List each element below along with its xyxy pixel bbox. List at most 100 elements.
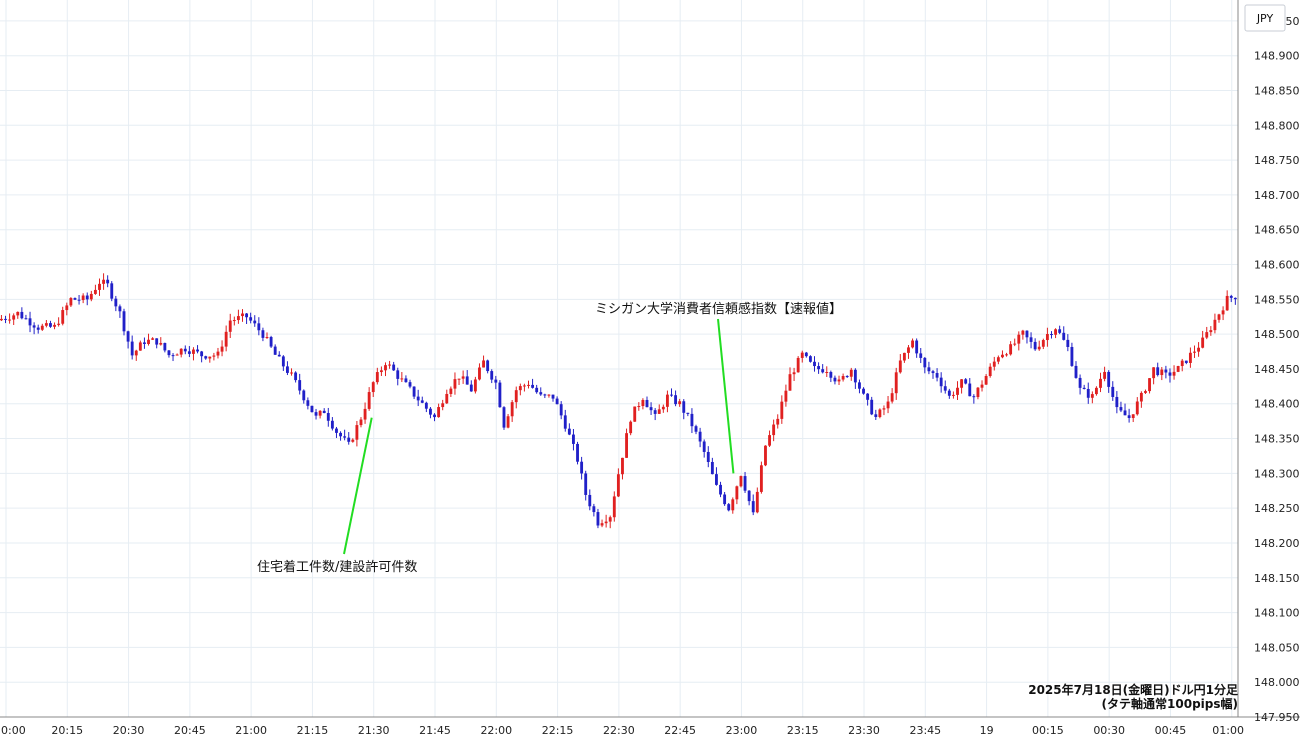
candle-body: [1160, 369, 1164, 376]
candle-body: [531, 384, 535, 388]
candle-body: [122, 311, 126, 332]
candle-body: [527, 384, 530, 386]
candle-body: [138, 342, 142, 351]
candle-body: [837, 379, 841, 382]
x-tick-label: 21:45: [419, 724, 451, 737]
candle-body: [817, 366, 821, 370]
y-tick-label: 148.650: [1254, 224, 1300, 237]
candle-body: [306, 400, 310, 406]
candle-body: [522, 385, 526, 387]
currency-box[interactable]: JPY: [1244, 4, 1286, 32]
x-tick-label: 21:15: [297, 724, 329, 737]
candle-body: [1111, 386, 1115, 397]
y-tick-label: 148.600: [1254, 259, 1300, 272]
x-tick-label: 20:45: [174, 724, 206, 737]
candle-body: [698, 431, 702, 442]
candle-body: [678, 401, 682, 405]
chart-caption-line-2: (タテ軸通常100pips幅): [1102, 696, 1238, 711]
candle-body: [665, 394, 669, 407]
candle-body: [943, 386, 947, 391]
candle-body: [416, 396, 420, 401]
candle-body: [702, 441, 706, 452]
candle-body: [44, 323, 48, 326]
candle-body: [379, 370, 383, 373]
candle-body: [1074, 365, 1078, 378]
x-tick-label: 01:00: [1212, 724, 1244, 737]
candle-body: [547, 394, 551, 396]
candle-body: [670, 394, 673, 396]
candle-body: [902, 352, 906, 361]
candle-body: [1021, 330, 1025, 335]
y-tick-label: 148.700: [1254, 189, 1300, 202]
candle-body: [1209, 330, 1213, 333]
candle-body: [290, 372, 293, 374]
x-tick-label: 22:15: [542, 724, 574, 737]
annotation-line-housing: [343, 417, 373, 555]
candle-body: [16, 311, 20, 316]
candle-body: [269, 336, 273, 347]
candle-body: [445, 393, 449, 404]
candle-body: [535, 387, 539, 393]
candle-body: [212, 355, 216, 357]
candle-body: [326, 413, 330, 421]
candle-body: [265, 336, 269, 338]
candle-body: [1090, 394, 1094, 398]
candle-body: [412, 386, 416, 397]
candle-body: [608, 517, 612, 522]
candle-body: [661, 406, 665, 410]
x-tick-label: 22:30: [603, 724, 635, 737]
candle-body: [845, 376, 849, 378]
x-tick-label: 23:45: [909, 724, 941, 737]
y-tick-label: 148.450: [1254, 363, 1300, 376]
candle-body: [649, 407, 653, 411]
candle-body: [183, 348, 187, 352]
candle-body: [106, 279, 110, 284]
candle-body: [682, 401, 686, 413]
candle-body: [743, 476, 747, 491]
y-tick-label: 148.300: [1254, 467, 1300, 480]
candle-body: [330, 420, 334, 429]
candle-body: [715, 474, 718, 485]
candle-body: [461, 376, 465, 379]
currency-label: JPY: [1256, 12, 1274, 25]
candle-body: [286, 366, 289, 373]
candle-body: [253, 320, 257, 324]
candle-body: [1013, 343, 1017, 345]
candle-body: [731, 499, 735, 511]
candle-body: [1009, 344, 1013, 355]
candle-body: [784, 390, 788, 402]
candle-body: [1213, 319, 1217, 331]
candle-body: [490, 371, 494, 380]
candle-body: [1188, 352, 1192, 363]
candle-body: [404, 378, 408, 383]
candle-body: [984, 376, 988, 385]
candle-body: [600, 523, 604, 526]
candle-body: [1115, 396, 1119, 408]
candle-body: [596, 512, 600, 526]
candle-body: [853, 369, 857, 383]
candle-body: [179, 348, 183, 355]
candle-body: [1058, 329, 1062, 333]
candle-body: [98, 283, 101, 290]
candle-body: [1148, 378, 1151, 392]
candle-body: [1045, 334, 1049, 341]
candle-body: [314, 412, 318, 416]
y-tick-label: 148.350: [1254, 433, 1300, 446]
candle-body: [751, 501, 755, 513]
candle-body: [576, 443, 579, 462]
candle-body: [911, 340, 914, 348]
candle-body: [281, 356, 285, 367]
candle-body: [1001, 354, 1004, 358]
candle-body: [567, 428, 571, 435]
annotation-housing-starts: 住宅着工件数/建設許可件数: [257, 559, 417, 575]
candle-body: [580, 461, 584, 474]
candle-body: [1066, 339, 1070, 347]
candle-body: [849, 369, 853, 377]
candle-body: [339, 432, 342, 437]
annotation-michigan-sentiment: ミシガン大学消費者信頼感指数【速報値】: [595, 301, 842, 317]
candle-body: [143, 342, 146, 344]
x-tick-label: 21:00: [235, 724, 267, 737]
candle-body: [1017, 334, 1021, 344]
candle-body: [968, 383, 972, 397]
candle-body: [813, 361, 816, 367]
